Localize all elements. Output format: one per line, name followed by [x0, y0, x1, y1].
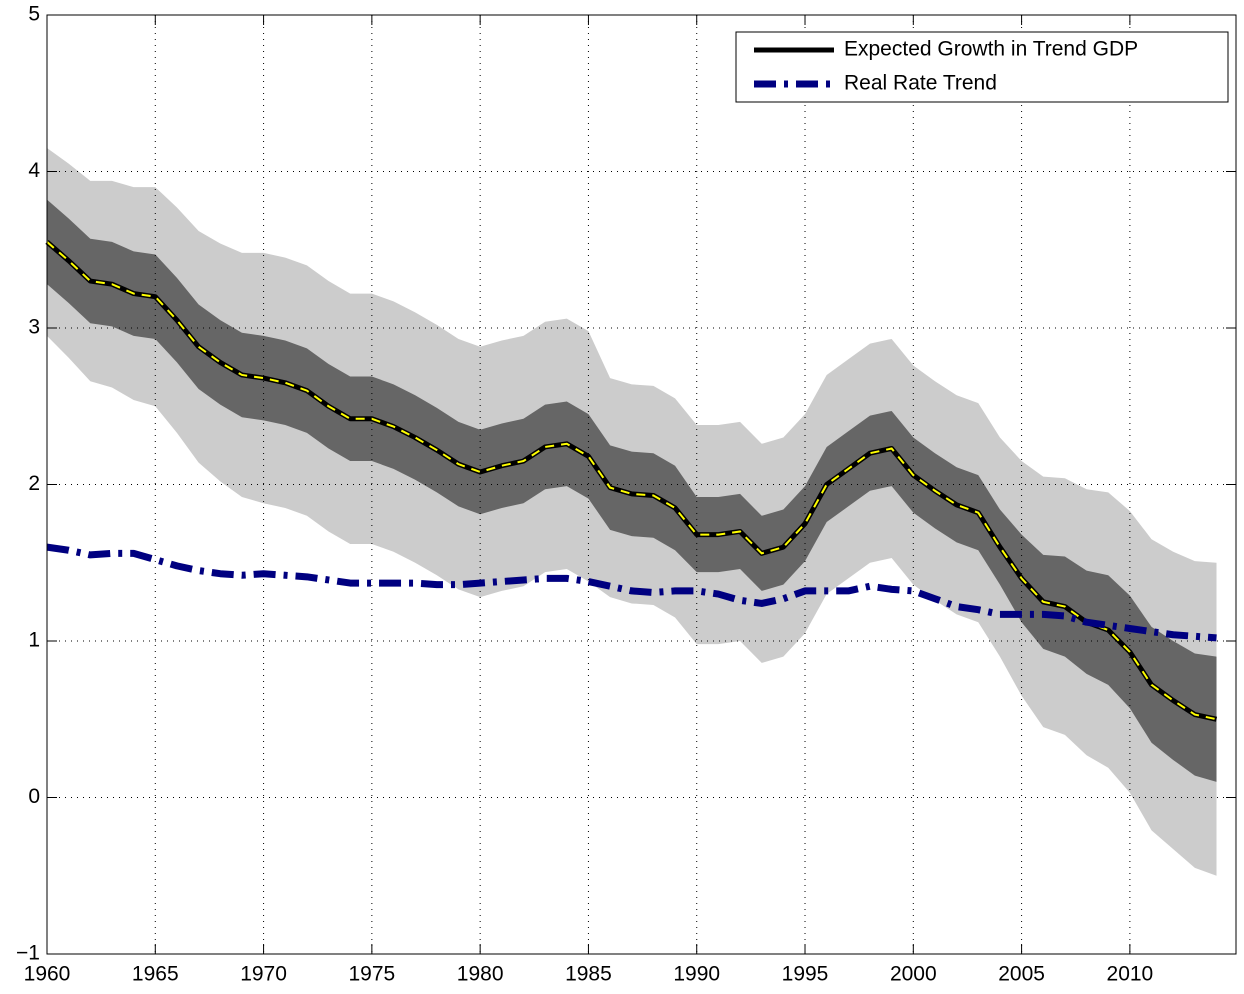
- x-tick-label: 1995: [782, 963, 829, 986]
- series-line: [46, 543, 1217, 642]
- y-tick-label: 2: [28, 472, 40, 495]
- y-tick-label: 5: [28, 3, 40, 26]
- x-tick-label: 1990: [673, 963, 720, 986]
- x-tick-label: 1970: [240, 963, 287, 986]
- y-tick-label: 0: [28, 785, 40, 808]
- x-tick-label: 1980: [457, 963, 504, 986]
- x-tick-label: 2000: [890, 963, 937, 986]
- series-line-overlay: [46, 241, 1217, 721]
- y-tick-label: 3: [28, 316, 40, 339]
- x-tick-label: 1975: [349, 963, 396, 986]
- x-tick-label: 1985: [565, 963, 612, 986]
- legend-label: Expected Growth in Trend GDP: [844, 38, 1138, 61]
- axes-frame: [46, 14, 1237, 955]
- y-tick-label: −1: [16, 942, 40, 965]
- x-tick-label: 1965: [132, 963, 179, 986]
- y-tick-label: 4: [28, 159, 40, 182]
- legend-box: [735, 31, 1229, 103]
- x-tick-label: 2005: [998, 963, 1045, 986]
- legend: Expected Growth in Trend GDP Real Rate Tr…: [735, 31, 1229, 103]
- x-tick-label: 1960: [24, 963, 71, 986]
- x-tick-label: 2010: [1107, 963, 1154, 986]
- legend-label: Real Rate Trend: [844, 72, 997, 95]
- y-tick-label: 1: [28, 629, 40, 652]
- confidence-band: [47, 199, 1217, 782]
